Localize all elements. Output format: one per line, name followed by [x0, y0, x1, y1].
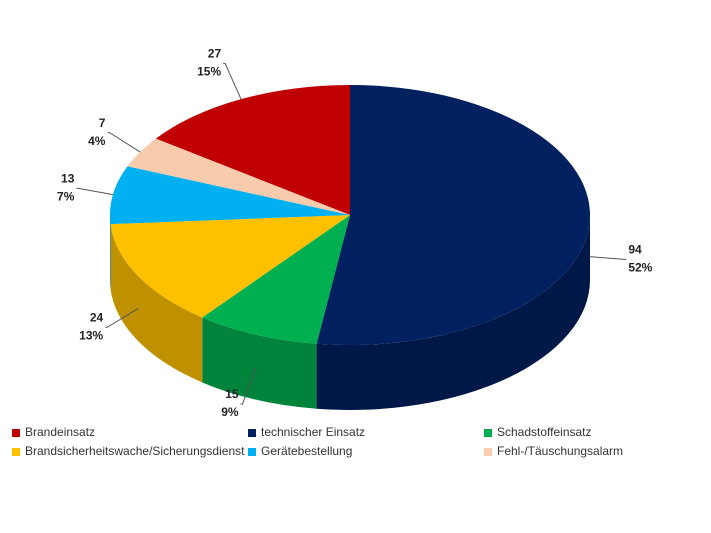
- percent-label: 15%: [197, 65, 221, 79]
- pie-slice: [155, 85, 350, 215]
- pie-side: [316, 215, 590, 410]
- pie-slice: [202, 215, 350, 344]
- leader-line: [240, 366, 257, 405]
- percent-label: 4%: [88, 134, 106, 148]
- legend-swatch: [484, 448, 492, 456]
- pie-slice: [316, 85, 590, 345]
- percent-label: 13%: [79, 328, 103, 342]
- value-label: 27: [208, 47, 222, 61]
- pie-slice: [127, 138, 350, 215]
- legend-swatch: [248, 429, 256, 437]
- percent-label: 9%: [221, 405, 239, 419]
- leader-line: [589, 256, 627, 260]
- legend-swatch: [484, 429, 492, 437]
- pie-sides: [110, 215, 590, 410]
- pie-side: [202, 317, 317, 409]
- leader-line: [107, 132, 141, 153]
- value-label: 7: [99, 116, 106, 130]
- legend-label: Brandeinsatz: [25, 425, 95, 439]
- value-label: 94: [628, 243, 642, 257]
- percent-label: 52%: [628, 261, 652, 275]
- legend-swatch: [248, 448, 256, 456]
- legend-label: Schadstoffeinsatz: [497, 425, 592, 439]
- value-label: 13: [61, 172, 75, 186]
- legend-label: Fehl-/Täuschungsalarm: [497, 444, 623, 458]
- pie-tops: [110, 85, 590, 345]
- legend-label: Brandsicherheitswache/Sicherungsdienst: [25, 444, 245, 458]
- legend: Brandeinsatz technischer Einsatz Schadstof…: [12, 425, 623, 458]
- data-labels: 27 15% 94 52% 15 9% 24 13% 13 7% 7 4%: [57, 47, 653, 419]
- value-label: 15: [225, 387, 239, 401]
- legend-swatch: [12, 448, 20, 456]
- legend-swatch: [12, 429, 20, 437]
- pie-slice: [110, 166, 351, 225]
- value-label: 24: [90, 310, 104, 324]
- pie-slice: [110, 215, 350, 318]
- leader-line: [105, 308, 139, 328]
- leader-line: [76, 187, 114, 196]
- percent-label: 7%: [57, 190, 75, 204]
- legend-label: Gerätebestellung: [261, 444, 352, 458]
- pie-side: [110, 224, 203, 383]
- pie-side: [110, 215, 111, 290]
- leader-line: [223, 63, 242, 100]
- legend-label: technischer Einsatz: [261, 425, 365, 439]
